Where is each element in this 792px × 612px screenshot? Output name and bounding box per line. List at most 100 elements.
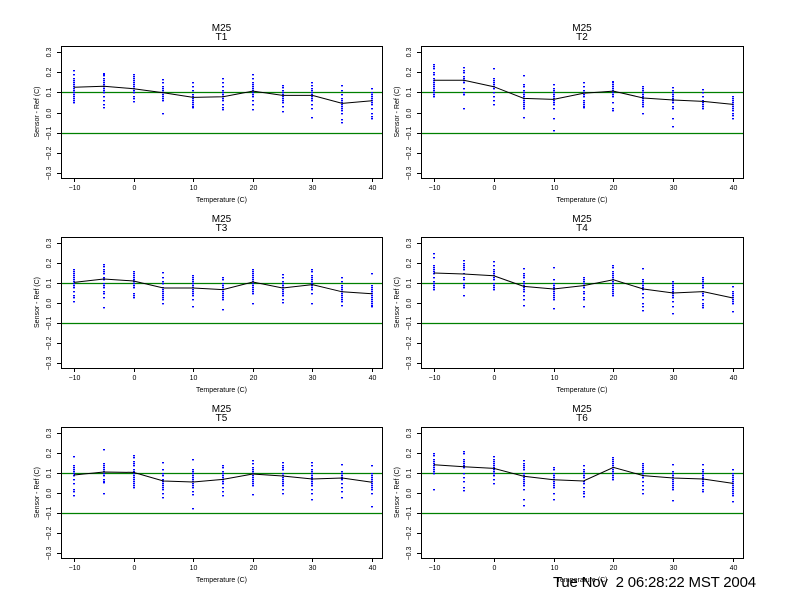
data-point xyxy=(222,465,224,467)
data-point xyxy=(493,479,495,481)
data-point xyxy=(282,473,284,475)
data-point xyxy=(672,297,674,299)
data-point xyxy=(133,279,135,281)
data-point xyxy=(672,475,674,477)
data-point xyxy=(433,465,435,467)
data-point xyxy=(282,94,284,96)
data-point xyxy=(702,283,704,285)
x-tick-label: 20 xyxy=(250,565,258,572)
data-point xyxy=(672,471,674,473)
y-axis-label: Sensor - Ref (C) xyxy=(34,277,41,328)
data-point xyxy=(73,473,75,475)
data-point xyxy=(672,90,674,92)
data-point xyxy=(553,308,555,310)
data-point xyxy=(732,108,734,110)
data-point xyxy=(252,269,254,271)
x-tick-label: 40 xyxy=(369,565,377,572)
data-point xyxy=(702,464,704,466)
data-point xyxy=(732,501,734,503)
data-point xyxy=(702,106,704,108)
data-point xyxy=(583,287,585,289)
mean-line xyxy=(73,85,373,104)
data-point xyxy=(311,269,313,271)
data-point xyxy=(371,303,373,305)
data-point xyxy=(732,293,734,295)
data-point xyxy=(583,491,585,493)
data-point xyxy=(493,84,495,86)
mean-line xyxy=(73,471,373,483)
data-point xyxy=(433,471,435,473)
data-point xyxy=(732,110,734,112)
data-point xyxy=(553,90,555,92)
data-point xyxy=(523,475,525,477)
data-point xyxy=(553,295,555,297)
data-point xyxy=(433,283,435,285)
data-point xyxy=(311,94,313,96)
data-point xyxy=(493,265,495,267)
data-point xyxy=(672,483,674,485)
data-point xyxy=(583,94,585,96)
panel-subtitle: T1 xyxy=(216,32,228,43)
data-point xyxy=(702,485,704,487)
data-point xyxy=(642,100,644,102)
data-point xyxy=(162,481,164,483)
data-point xyxy=(493,475,495,477)
y-tick-label: 0.2 xyxy=(406,449,413,459)
data-point xyxy=(523,268,525,270)
data-point xyxy=(73,491,75,493)
data-point xyxy=(252,477,254,479)
data-point xyxy=(282,469,284,471)
data-point xyxy=(702,477,704,479)
data-point xyxy=(642,473,644,475)
data-point xyxy=(433,96,435,98)
data-point xyxy=(252,88,254,90)
data-point xyxy=(73,281,75,283)
data-point xyxy=(103,84,105,86)
data-point xyxy=(192,106,194,108)
data-point xyxy=(612,295,614,297)
y-tick-label: −0.3 xyxy=(406,356,413,370)
data-point xyxy=(73,283,75,285)
data-point xyxy=(252,104,254,106)
data-point xyxy=(222,475,224,477)
data-point xyxy=(162,291,164,293)
x-tick-label: −10 xyxy=(69,185,81,192)
y-tick-label: 0.3 xyxy=(406,239,413,249)
data-point xyxy=(341,108,343,110)
data-point xyxy=(523,285,525,287)
data-point xyxy=(732,489,734,491)
data-point xyxy=(463,70,465,72)
data-point xyxy=(433,253,435,255)
x-tick-label: 10 xyxy=(551,565,559,572)
x-tick-label: 10 xyxy=(551,185,559,192)
data-point xyxy=(672,500,674,502)
data-point xyxy=(73,483,75,485)
data-point xyxy=(642,94,644,96)
data-point xyxy=(133,273,135,275)
data-point xyxy=(463,453,465,455)
data-point xyxy=(523,465,525,467)
data-point xyxy=(732,479,734,481)
data-point xyxy=(612,475,614,477)
data-point xyxy=(341,497,343,499)
panel-title: M25 xyxy=(572,214,592,225)
data-point xyxy=(222,104,224,106)
data-point xyxy=(103,297,105,299)
data-point xyxy=(162,293,164,295)
data-point xyxy=(371,475,373,477)
data-point xyxy=(222,279,224,281)
data-point xyxy=(433,68,435,70)
data-point xyxy=(103,469,105,471)
data-point xyxy=(642,303,644,305)
data-point xyxy=(371,305,373,307)
data-point xyxy=(192,471,194,473)
data-point xyxy=(162,281,164,283)
data-point xyxy=(252,291,254,293)
data-point xyxy=(732,493,734,495)
data-point xyxy=(732,301,734,303)
data-point xyxy=(463,481,465,483)
data-point xyxy=(493,285,495,287)
data-point xyxy=(103,96,105,98)
data-point xyxy=(133,295,135,297)
data-point xyxy=(523,295,525,297)
